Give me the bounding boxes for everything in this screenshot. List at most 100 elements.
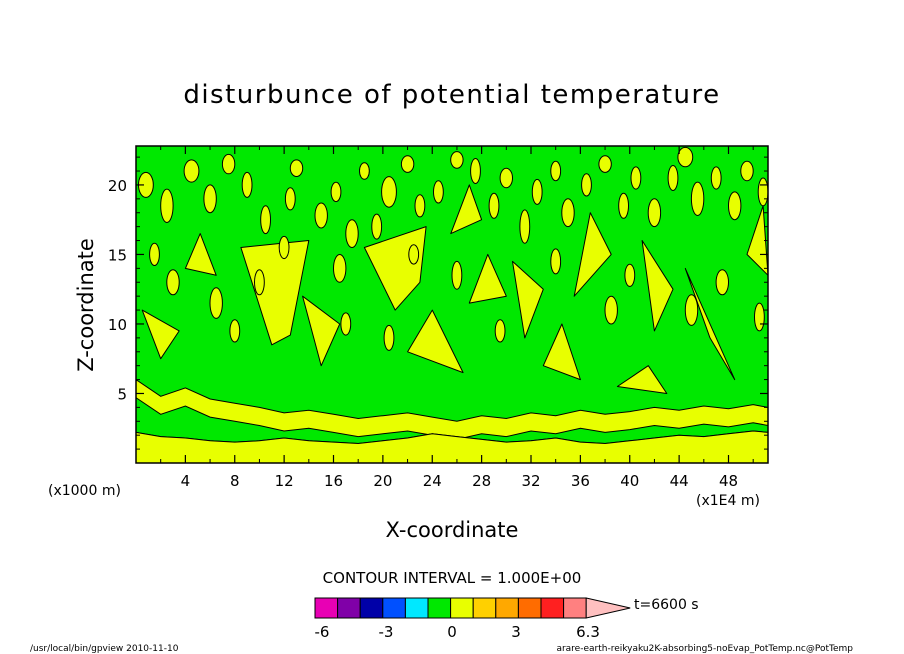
chart-title: disturbunce of potential temperature <box>183 80 720 110</box>
colorbar-tick-label: -6 <box>315 623 330 641</box>
blob-50 <box>715 269 729 296</box>
y-tick-label: 15 <box>108 246 127 264</box>
blob-6 <box>241 171 253 198</box>
plume-12 <box>616 365 668 394</box>
plume-8 <box>684 267 736 381</box>
colorbar-tick-label: 3 <box>511 623 521 641</box>
blob-46 <box>550 248 562 275</box>
blob-36 <box>728 191 742 221</box>
x-tick-label: 20 <box>373 472 392 490</box>
y-tick-label: 20 <box>108 177 127 195</box>
blob-52 <box>149 242 160 266</box>
colorbar-cell <box>540 597 565 619</box>
x-tick-label: 48 <box>719 472 738 490</box>
colorbar-cell <box>495 597 519 619</box>
blob-39 <box>166 269 180 296</box>
x-tick-label: 8 <box>230 472 240 490</box>
blob-26 <box>561 198 575 228</box>
y-tick-labels: 5 10 15 20 <box>108 177 127 404</box>
blob-16 <box>400 155 415 173</box>
contour-interval-label: CONTOUR INTERVAL = 1.000E+00 <box>323 569 582 587</box>
y-tick-label: 5 <box>117 385 127 403</box>
plume-11 <box>542 323 581 381</box>
blob-44 <box>383 324 395 351</box>
blob-3 <box>183 159 200 183</box>
blob-18 <box>433 180 444 204</box>
plot-frame <box>135 145 769 464</box>
blob-19 <box>450 151 464 169</box>
x-unit-right: (x1E4 m) <box>696 493 760 509</box>
x-tick-label: 16 <box>324 472 343 490</box>
blob-11 <box>330 181 342 203</box>
blob-54 <box>278 235 290 260</box>
y-tick-label: 10 <box>108 316 127 334</box>
blob-53 <box>254 269 265 296</box>
blob-22 <box>499 167 513 189</box>
colorbar-cell <box>517 597 542 619</box>
blob-31 <box>647 198 662 228</box>
blob-29 <box>618 192 629 219</box>
colorbar-cell <box>450 597 474 619</box>
blob-35 <box>710 166 722 190</box>
axis-ticks <box>136 146 768 463</box>
blob-43 <box>340 312 352 336</box>
plume-3 <box>407 309 464 374</box>
x-tick-label: 40 <box>620 472 639 490</box>
x-tick-label: 12 <box>275 472 294 490</box>
time-label: t=6600 s <box>634 597 699 613</box>
colorbar <box>314 597 631 619</box>
blob-28 <box>598 155 612 173</box>
blob-15 <box>381 176 397 208</box>
blob-10 <box>314 202 328 229</box>
colorbar-cell <box>337 597 361 619</box>
x-tick-label: 44 <box>670 472 689 490</box>
x-tick-label: 28 <box>472 472 491 490</box>
blob-40 <box>209 287 223 319</box>
contour-field <box>136 146 768 463</box>
blob-25 <box>550 160 562 182</box>
x-tick-label: 36 <box>571 472 590 490</box>
plume-6 <box>573 212 612 297</box>
plot-area <box>135 145 769 464</box>
blob-20 <box>470 158 481 184</box>
x-tick-label: 4 <box>181 472 191 490</box>
blob-41 <box>229 319 241 343</box>
blob-8 <box>284 187 296 211</box>
plume-14 <box>450 184 483 235</box>
colorbar-tick-label: 6.3 <box>576 623 600 641</box>
plume-9 <box>141 309 180 360</box>
colorbar-cell <box>427 597 452 619</box>
blob-17 <box>414 194 426 218</box>
colorbar-cell <box>563 597 587 619</box>
blob-30 <box>630 166 642 190</box>
colorbar-cell <box>359 597 384 619</box>
x-tick-label: 32 <box>521 472 540 490</box>
colorbar-tick-label: 0 <box>447 623 457 641</box>
footer-right: arare-earth-reikyaku2K-absorbing5-noEvap… <box>556 644 853 654</box>
x-tick-label: 24 <box>423 472 442 490</box>
plume-10 <box>302 295 341 367</box>
blob-34 <box>690 181 705 217</box>
blob-24 <box>531 178 543 205</box>
blob-27 <box>581 173 592 197</box>
plume-4 <box>468 253 507 304</box>
x-axis-label: X-coordinate <box>386 518 519 542</box>
boundary-layer-region <box>136 430 768 463</box>
colorbar-cell <box>472 597 497 619</box>
blob-9 <box>289 159 304 177</box>
colorbar-cell <box>404 597 429 619</box>
blob-32 <box>667 165 679 191</box>
plume-13 <box>184 233 217 276</box>
blob-4 <box>203 184 217 214</box>
blob-2 <box>160 188 174 224</box>
x-tick-labels: 4 8 12 16 20 24 28 32 36 40 44 48 <box>181 472 738 490</box>
blob-14 <box>371 213 383 240</box>
blob-51 <box>754 302 765 332</box>
plume-5 <box>512 260 544 339</box>
blob-48 <box>624 263 636 287</box>
blob-7 <box>260 205 272 235</box>
blob-13 <box>359 162 370 180</box>
blob-49 <box>684 294 699 326</box>
colorbar-tick-label: -3 <box>379 623 394 641</box>
